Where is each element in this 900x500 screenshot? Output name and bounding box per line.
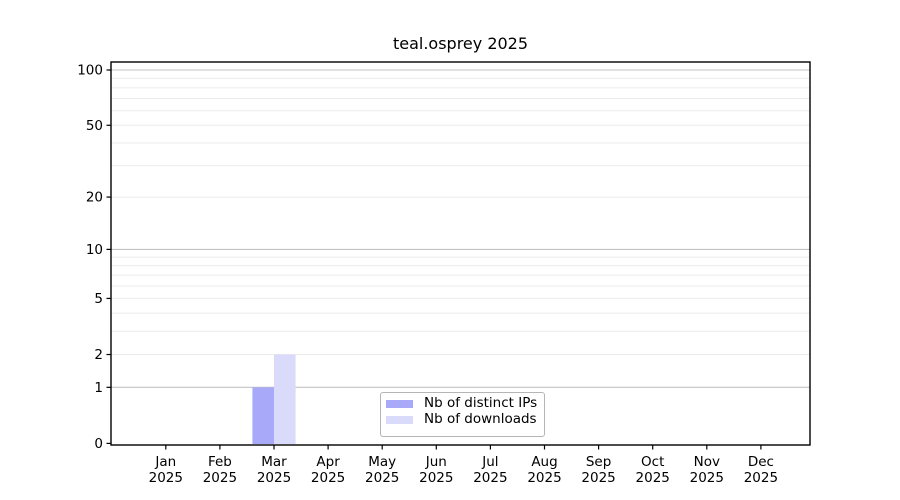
downloads-swatch-icon (386, 415, 413, 424)
legend-label-downloads: Nb of downloads (424, 410, 537, 427)
chart-title: teal.osprey 2025 (392, 34, 529, 53)
x-tick-label-aug: Aug (531, 454, 557, 470)
x-tick-sublabel-may: 2025 (365, 470, 399, 486)
legend-item-distinct-ips: Nb of distinct IPs (386, 396, 544, 411)
x-tick-sublabel-dec: 2025 (744, 470, 778, 486)
x-tick-sublabel-feb: 2025 (203, 470, 237, 486)
x-tick-label-may: May (368, 454, 396, 470)
y-tick-label-20: 20 (86, 190, 103, 206)
x-tick-sublabel-mar: 2025 (257, 470, 291, 486)
legend-label-distinct-ips: Nb of distinct IPs (424, 394, 538, 411)
y-tick-label-0: 0 (94, 436, 103, 452)
x-tick-label-dec: Dec (748, 454, 774, 470)
x-tick-sublabel-aug: 2025 (527, 470, 561, 486)
legend: Nb of distinct IPs Nb of downloads (380, 392, 545, 437)
distinct-ips-swatch-icon (386, 399, 413, 408)
y-tick-label-10: 10 (86, 242, 103, 258)
y-tick-label-2: 2 (94, 347, 103, 363)
x-tick-label-jul: Jul (481, 454, 498, 470)
x-tick-label-nov: Nov (694, 454, 720, 470)
x-tick-sublabel-jul: 2025 (473, 470, 507, 486)
axes-frame (110, 61, 811, 446)
x-tick-label-apr: Apr (316, 454, 340, 470)
bar-nb-of-distinct-ips-mar (252, 387, 274, 444)
x-tick-label-oct: Oct (641, 454, 664, 470)
x-tick-label-jun: Jun (425, 454, 447, 470)
x-tick-sublabel-jan: 2025 (149, 470, 183, 486)
y-tick-label-100: 100 (77, 63, 103, 79)
y-tick-label-5: 5 (94, 291, 103, 307)
x-tick-sublabel-oct: 2025 (636, 470, 670, 486)
x-tick-sublabel-nov: 2025 (690, 470, 724, 486)
x-tick-sublabel-apr: 2025 (311, 470, 345, 486)
x-tick-sublabel-sep: 2025 (581, 470, 615, 486)
y-tick-label-1: 1 (94, 380, 103, 396)
x-tick-label-mar: Mar (261, 454, 287, 470)
x-tick-label-feb: Feb (208, 454, 232, 470)
legend-item-downloads: Nb of downloads (386, 412, 544, 427)
bar-nb-of-downloads-mar (274, 354, 296, 444)
x-tick-sublabel-jun: 2025 (419, 470, 453, 486)
y-tick-label-50: 50 (86, 118, 103, 134)
x-tick-label-sep: Sep (586, 454, 611, 470)
x-tick-label-jan: Jan (154, 454, 176, 470)
